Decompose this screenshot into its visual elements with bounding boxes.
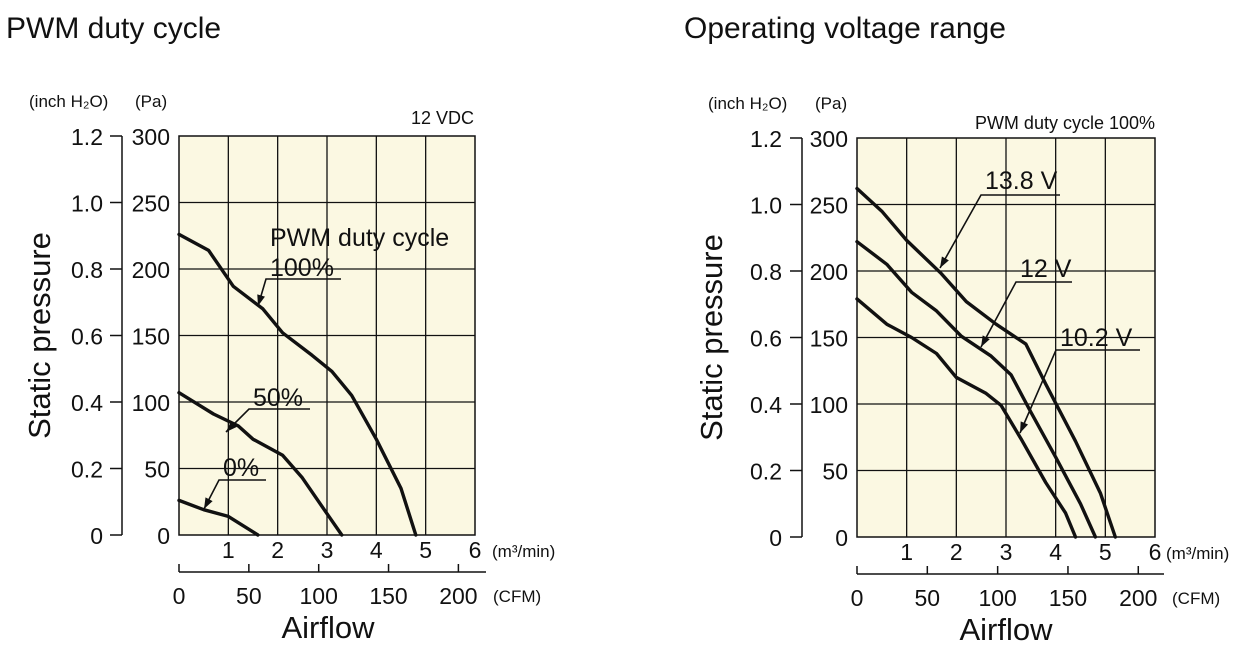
y-unit-pa: (Pa) [135, 92, 167, 111]
y-tick-label-inch: 1.2 [750, 126, 782, 152]
y-tick-label-pa: 100 [132, 390, 170, 416]
series-curve-3 [177, 498, 260, 537]
y-tick-label-inch: 0.4 [750, 392, 782, 418]
y-tick-label-pa: 300 [132, 124, 170, 150]
x-unit-m3: (m³/min) [1166, 544, 1229, 563]
series-curve-2 [177, 391, 344, 537]
x-tick-label-m3: 6 [469, 537, 482, 563]
series-curve-2 [855, 239, 1098, 539]
y-tick-label-inch: 1.2 [71, 124, 103, 150]
y-axis-label: Static pressure [22, 232, 57, 439]
y-tick-label-inch: 0 [769, 525, 782, 551]
chart-note: 12 VDC [411, 108, 474, 128]
x-tick-label-cfm: 200 [1119, 585, 1157, 611]
y-tick-label-inch: 0 [90, 523, 103, 549]
series-leader-line [1019, 349, 1140, 434]
chart-title: Operating voltage range [684, 12, 1006, 45]
x-axis-label: Airflow [959, 612, 1053, 647]
x-unit-m3: (m³/min) [492, 542, 555, 561]
y-tick-label-inch: 0.8 [750, 259, 782, 285]
x-tick-label-cfm: 150 [369, 583, 407, 609]
x-tick-label-cfm: 0 [173, 583, 186, 609]
y-tick-label-inch: 0.6 [750, 326, 782, 352]
series-curve-1 [855, 186, 1118, 539]
series-leader-arrowhead [1020, 421, 1029, 433]
y-tick-label-pa: 200 [132, 257, 170, 283]
x-tick-label-m3: 1 [222, 537, 235, 563]
x-tick-label-m3: 3 [321, 537, 334, 563]
y-axis-label: Static pressure [694, 234, 729, 441]
series-leader-arrowhead [981, 335, 990, 347]
x-tick-label-cfm: 100 [300, 583, 338, 609]
y-tick-label-inch: 0.2 [750, 459, 782, 485]
series-label: 50% [253, 384, 303, 412]
x-unit-cfm: (CFM) [1172, 589, 1220, 608]
series-leader-arrowhead [204, 497, 213, 509]
y-tick-label-inch: 0.2 [71, 457, 103, 483]
x-tick-label-m3: 5 [419, 537, 432, 563]
y-tick-label-pa: 150 [132, 324, 170, 350]
y-tick-label-pa: 250 [810, 193, 848, 219]
x-tick-label-cfm: 150 [1049, 585, 1087, 611]
chart-1: PWM duty cycle05010015020025030000.20.40… [6, 12, 555, 645]
series-leader-arrowhead [257, 294, 265, 306]
x-tick-label-m3: 4 [1049, 539, 1062, 565]
chart-title: PWM duty cycle [6, 12, 221, 45]
y-unit-inch: (inch H₂O) [708, 94, 787, 113]
chart-note: PWM duty cycle 100% [975, 113, 1155, 133]
y-tick-label-pa: 0 [157, 523, 170, 549]
series-label: 0% [223, 454, 259, 482]
x-axis-label: Airflow [281, 610, 375, 645]
series-label: 12 V [1020, 255, 1072, 283]
series-leader-line [980, 281, 1072, 348]
chart-2: Operating voltage range05010015020025030… [684, 12, 1229, 647]
y-tick-label-inch: 0.4 [71, 390, 103, 416]
y-tick-label-pa: 0 [835, 525, 848, 551]
series-leader-line [939, 194, 1060, 269]
series-curve-3 [855, 297, 1078, 539]
y-tick-label-inch: 1.0 [71, 191, 103, 217]
x-tick-label-m3: 6 [1149, 539, 1162, 565]
y-tick-label-pa: 50 [822, 459, 848, 485]
y-tick-label-pa: 200 [810, 259, 848, 285]
y-tick-label-inch: 0.8 [71, 257, 103, 283]
x-tick-label-cfm: 100 [978, 585, 1016, 611]
y-tick-label-pa: 150 [810, 326, 848, 352]
x-tick-label-m3: 4 [370, 537, 383, 563]
x-tick-label-m3: 3 [1000, 539, 1013, 565]
x-tick-label-cfm: 50 [915, 585, 941, 611]
x-tick-label-m3: 5 [1099, 539, 1112, 565]
y-unit-inch: (inch H₂O) [29, 92, 108, 111]
x-tick-label-cfm: 50 [236, 583, 262, 609]
y-tick-label-pa: 300 [810, 126, 848, 152]
x-tick-label-m3: 2 [950, 539, 963, 565]
series-label: 100% [270, 254, 334, 282]
x-tick-label-m3: 1 [900, 539, 913, 565]
x-tick-label-cfm: 200 [439, 583, 477, 609]
series-leader-arrowhead [940, 256, 949, 268]
x-tick-label-cfm: 0 [851, 585, 864, 611]
y-tick-label-inch: 0.6 [71, 324, 103, 350]
y-tick-label-pa: 250 [132, 191, 170, 217]
legend-title: PWM duty cycle [270, 224, 449, 252]
x-tick-label-m3: 2 [271, 537, 284, 563]
series-label: 13.8 V [985, 167, 1058, 195]
y-tick-label-inch: 1.0 [750, 193, 782, 219]
x-unit-cfm: (CFM) [493, 587, 541, 606]
series-label: 10.2 V [1060, 324, 1133, 352]
y-unit-pa: (Pa) [815, 94, 847, 113]
y-tick-label-pa: 50 [144, 457, 170, 483]
y-tick-label-pa: 100 [810, 392, 848, 418]
series-curve-1 [177, 232, 418, 537]
series-leader-arrowhead [226, 421, 237, 432]
